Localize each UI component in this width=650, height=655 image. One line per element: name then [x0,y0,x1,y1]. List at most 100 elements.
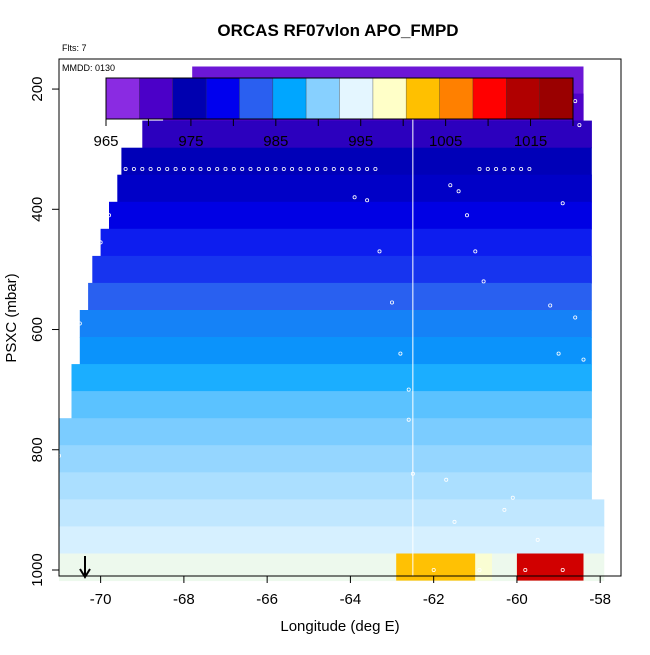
track-point [98,240,103,245]
colorbar-cell [306,78,340,119]
x-axis: -70 -68 -66 -64 -62 -60 -58 [90,576,611,608]
track-point [556,351,561,356]
track-point [365,198,370,203]
track-point [331,166,336,171]
heatmap-cell [92,255,592,284]
heatmap-cell [142,120,592,149]
y-tick-label: 400 [29,197,46,222]
track-point [340,166,345,171]
track-point [356,166,361,171]
track-point [373,166,378,171]
heatmap-cell [396,553,476,581]
track-point [510,495,515,500]
colorbar-tick-label: 1015 [514,133,547,150]
colorbar-cell [339,78,374,119]
track-point [523,568,528,573]
colorbar-cell [139,78,174,119]
heatmap-cell [516,553,584,581]
colorbar-cell [472,78,507,119]
track-point [464,213,469,218]
track-point [215,166,220,171]
colorbar-cell [506,78,541,119]
track-point [265,166,270,171]
track-point [473,249,478,254]
colorbar-cell [272,78,307,119]
colorbar-cell [106,78,140,119]
heatmap-cell [121,147,592,176]
track-point [352,195,357,200]
x-tick-label: -66 [256,591,278,608]
colorbar-cell [206,78,240,119]
track-point [190,166,195,171]
down-arrow-icon [79,556,91,579]
flights-annotation: Flts: 7 [62,43,87,53]
heatmap-cell [71,391,592,419]
colorbar-ticks: 965 975 985 995 1005 1015 [93,119,574,150]
track-point [560,568,565,573]
date-annotation: MMDD: 0130 [62,63,115,73]
track-point [502,507,507,512]
track-point [77,321,82,326]
heatmap-cell [117,174,592,203]
heatmap-cell [475,553,492,581]
y-tick-label: 800 [29,437,46,462]
track-point [573,315,578,320]
colorbar-cell [406,78,440,119]
track-point [281,166,286,171]
track-point [131,166,136,171]
plot-frame [58,58,622,577]
heatmap-cell [71,364,592,392]
colorbar: 965 975 985 995 1005 1015 [93,77,574,150]
heatmap-cell [59,526,605,554]
x-tick-label: -58 [589,591,611,608]
track-point [165,166,170,171]
track-point [448,183,453,188]
y-tick-label: 200 [29,77,46,102]
track-point [86,267,91,272]
x-tick-label: -64 [340,591,362,608]
colorbar-border [105,77,574,120]
y-tick-label: 1000 [29,553,46,586]
heatmap-cell [109,201,592,230]
colorbar-cell [239,78,274,119]
track-point [148,166,153,171]
track-point [298,166,303,171]
track-point [527,166,532,171]
track-point [560,201,565,206]
track-point [431,568,436,573]
track-point [248,166,253,171]
y-tick-label: 600 [29,317,46,342]
track-point [123,166,128,171]
track-point [290,166,295,171]
track-point [406,387,411,392]
colorbar-cell [372,78,407,119]
track-point [444,477,449,482]
chart-title: ORCAS RF07vlon APO_FMPD [217,21,458,40]
heatmap-cell [59,499,605,527]
track-point [223,166,228,171]
heatmap-cell [79,337,592,365]
track-point [398,351,403,356]
track-point [306,166,311,171]
track-point [240,166,245,171]
surface-segments [396,553,584,581]
track-point [494,166,499,171]
track-point [477,568,482,573]
track-point [256,166,261,171]
track-point [140,166,145,171]
track-point [481,279,486,284]
track-point [452,519,457,524]
colorbar-tick-label: 995 [348,133,373,150]
heatmap-cell [88,282,592,311]
y-axis: 200 400 600 800 1000 [29,77,59,587]
track-point [519,166,524,171]
heatmap-cell [59,445,592,473]
track-point [107,213,112,218]
track-point [377,249,382,254]
track-point [348,166,353,171]
track-point [485,166,490,171]
heatmap-cell [59,472,592,500]
colorbar-tick-label: 975 [178,133,203,150]
